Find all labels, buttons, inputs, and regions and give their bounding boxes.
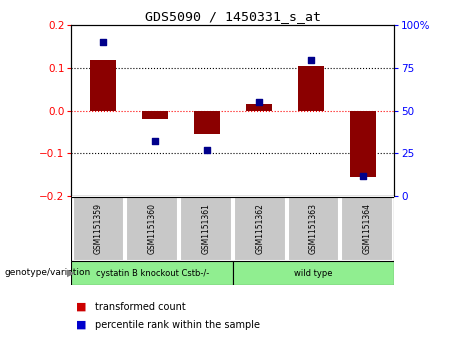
Bar — [288, 197, 339, 261]
Point — [307, 57, 314, 62]
Text: wild type: wild type — [294, 269, 333, 278]
Bar — [246, 104, 272, 111]
Bar — [350, 111, 376, 177]
Bar — [126, 197, 178, 261]
Point — [359, 173, 366, 179]
Text: cystatin B knockout Cstb-/-: cystatin B knockout Cstb-/- — [95, 269, 209, 278]
Text: percentile rank within the sample: percentile rank within the sample — [95, 320, 260, 330]
Point — [203, 147, 211, 153]
Text: GSM1151360: GSM1151360 — [148, 203, 157, 254]
Text: transformed count: transformed count — [95, 302, 185, 312]
Bar — [71, 261, 233, 285]
Bar — [90, 60, 116, 111]
Text: GSM1151363: GSM1151363 — [309, 203, 318, 254]
Bar — [234, 197, 285, 261]
Bar — [180, 197, 232, 261]
Point — [99, 40, 106, 45]
Bar — [142, 111, 168, 119]
Text: GSM1151361: GSM1151361 — [201, 203, 210, 254]
Point — [255, 99, 262, 105]
Bar — [233, 261, 394, 285]
Title: GDS5090 / 1450331_s_at: GDS5090 / 1450331_s_at — [145, 10, 321, 23]
Bar — [72, 197, 124, 261]
Text: GSM1151364: GSM1151364 — [363, 203, 372, 254]
Text: GSM1151362: GSM1151362 — [255, 203, 264, 254]
Text: ■: ■ — [76, 302, 87, 312]
Text: GSM1151359: GSM1151359 — [94, 203, 103, 254]
Bar — [194, 111, 220, 134]
Bar — [298, 66, 324, 111]
Text: genotype/variation: genotype/variation — [5, 269, 91, 277]
Point — [151, 139, 159, 144]
Text: ■: ■ — [76, 320, 87, 330]
Text: ▶: ▶ — [67, 268, 74, 278]
Bar — [342, 197, 393, 261]
